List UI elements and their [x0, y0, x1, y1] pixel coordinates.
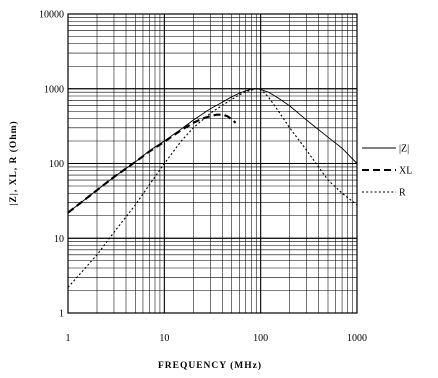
x-tick-label: 100: [253, 333, 268, 344]
legend: |Z| XL R: [362, 144, 412, 199]
series-line-1: [67, 113, 237, 214]
series-line-2: [67, 88, 358, 288]
series-layer: [67, 88, 358, 288]
y-tick-label: 1000: [44, 84, 64, 95]
legend-label-0: |Z|: [399, 144, 409, 155]
y-tick-label: 100: [49, 159, 64, 170]
x-tick-label: 10: [159, 333, 169, 344]
x-tick-label: 1000: [347, 333, 367, 344]
y-tick-labels: 1 10 100 1000 10000: [39, 10, 64, 320]
x-tick-label: 1: [66, 333, 71, 344]
series-line-0: [67, 88, 358, 214]
x-axis-label: FREQUENCY (MHz): [158, 360, 262, 371]
y-tick-label: 1: [59, 309, 64, 320]
grid: [67, 13, 358, 314]
legend-label-1: XL: [399, 166, 412, 177]
y-tick-label: 10000: [39, 10, 64, 21]
y-tick-label: 10: [54, 234, 64, 245]
x-tick-labels: 1 10 100 1000: [66, 333, 368, 344]
y-axis-label: |Z|, XL, R (Ohm): [8, 120, 19, 205]
legend-label-2: R: [399, 188, 406, 199]
